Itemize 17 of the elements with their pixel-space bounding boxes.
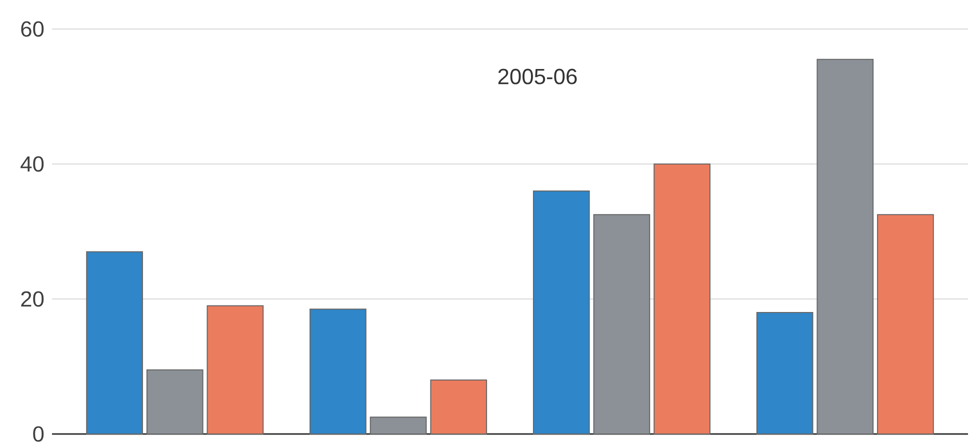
bar [310, 308, 366, 434]
text: 2005-06 [498, 68, 577, 84]
y-tick-label: 20 [21, 291, 44, 307]
bar [532, 190, 590, 434]
bar [430, 380, 488, 434]
bar [86, 251, 143, 434]
y-tick-label: 40 [20, 156, 44, 172]
y-tick-label: 60 [21, 21, 44, 37]
bar [654, 164, 710, 434]
bar [370, 416, 427, 434]
bar [593, 214, 650, 434]
bar [816, 58, 874, 434]
y-tick-label: 0 [33, 426, 44, 442]
bar [877, 214, 934, 434]
bar [206, 305, 264, 434]
bar [756, 312, 814, 434]
bar [146, 369, 204, 434]
